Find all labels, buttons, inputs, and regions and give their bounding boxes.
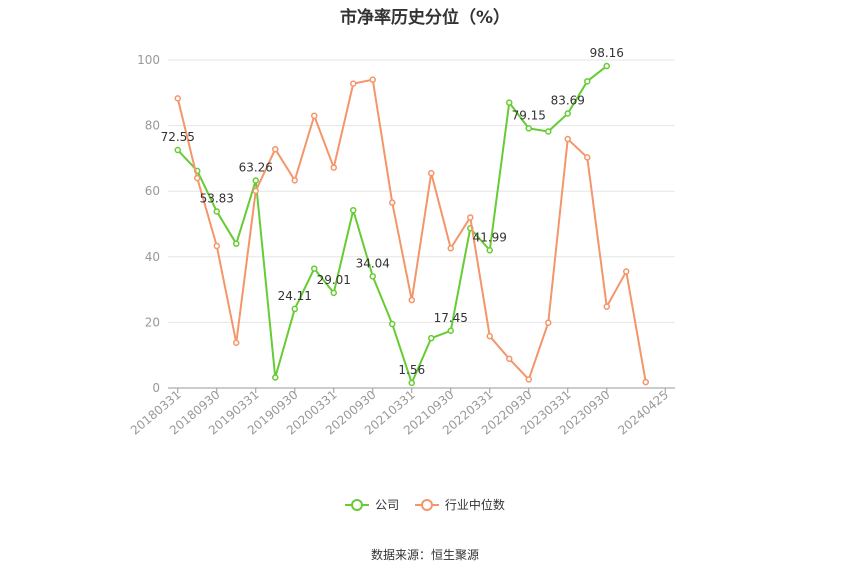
- data-label: 83.69: [551, 93, 585, 107]
- data-label: 63.26: [239, 161, 273, 175]
- data-label: 53.83: [200, 191, 234, 205]
- y-tick-label: 100: [137, 53, 160, 67]
- data-point-company: [564, 110, 571, 117]
- data-point-industry-median: [330, 164, 337, 171]
- data-label: 41.99: [473, 230, 507, 244]
- data-point-company: [408, 379, 415, 387]
- data-point-industry-median: [252, 187, 259, 195]
- data-point-company: [350, 206, 357, 214]
- x-tick-label: 20240425: [615, 388, 671, 438]
- data-point-company: [447, 327, 454, 335]
- y-tick-label: 60: [145, 184, 160, 198]
- data-point-company: [272, 374, 279, 381]
- data-point-company: [525, 125, 532, 132]
- data-point-company: [252, 177, 259, 184]
- y-tick-label: 40: [145, 250, 160, 264]
- data-label: 17.45: [434, 311, 468, 325]
- data-point-industry-median: [350, 80, 357, 87]
- data-point-company: [311, 265, 318, 272]
- data-point-industry-median: [291, 177, 298, 184]
- data-point-industry-median: [428, 169, 435, 177]
- data-label: 98.16: [590, 46, 624, 60]
- data-point-industry-median: [545, 319, 552, 326]
- data-point-company: [506, 99, 513, 106]
- data-point-industry-median: [564, 135, 571, 143]
- data-point-industry-median: [389, 199, 396, 206]
- data-label: 34.04: [356, 256, 390, 270]
- y-tick-label: 0: [152, 381, 160, 395]
- data-point-company: [174, 146, 181, 154]
- data-point-industry-median: [447, 245, 454, 252]
- data-label: 79.15: [512, 108, 546, 122]
- data-point-industry-median: [174, 95, 181, 102]
- data-point-industry-median: [603, 303, 610, 310]
- data-point-industry-median: [233, 339, 240, 346]
- data-point-company: [486, 247, 493, 254]
- data-point-industry-median: [369, 76, 376, 83]
- data-point-company: [603, 62, 610, 70]
- data-point-industry-median: [525, 376, 532, 383]
- data-label: 72.55: [161, 130, 195, 144]
- legend: 公司 行业中位数: [0, 496, 850, 515]
- grid-lines: 0 20 40 60 80 100: [137, 53, 675, 395]
- legend-symbol-company: [345, 498, 370, 512]
- data-point-company: [369, 273, 376, 280]
- data-point-company: [545, 128, 552, 135]
- data-point-industry-median: [213, 242, 220, 250]
- series-line-industry-median: [176, 78, 647, 383]
- data-label: 29.01: [317, 273, 351, 287]
- legend-item-company[interactable]: 公司: [345, 496, 399, 513]
- data-point-industry-median: [642, 378, 649, 386]
- y-tick-label: 80: [145, 119, 160, 133]
- data-point-company: [291, 305, 298, 313]
- data-point-company: [428, 334, 435, 342]
- chart-title: 市净率历史分位（%）: [339, 8, 511, 28]
- legend-item-industry-median[interactable]: 行业中位数: [414, 496, 505, 513]
- data-point-company: [233, 240, 240, 247]
- data-label: 1.56: [398, 363, 425, 377]
- data-label: 24.11: [278, 289, 312, 303]
- data-point-industry-median: [408, 296, 415, 304]
- data-source: 数据来源：恒生聚源: [370, 548, 479, 562]
- series-lines: [174, 62, 649, 387]
- data-point-industry-median: [584, 154, 591, 161]
- data-point-industry-median: [506, 355, 513, 363]
- data-point-company: [389, 320, 396, 328]
- data-point-company: [584, 78, 591, 85]
- y-tick-label: 20: [145, 315, 160, 329]
- data-point-industry-median: [467, 214, 474, 221]
- data-point-industry-median: [486, 332, 493, 340]
- data-point-industry-median: [194, 174, 201, 182]
- data-point-industry-median: [623, 268, 630, 275]
- legend-label-company: 公司: [375, 498, 400, 512]
- legend-symbol-industry-median: [414, 498, 439, 512]
- data-labels: 72.55 53.83 63.26 24.11 29.01 34.04 1.56 17.45 4…: [161, 46, 624, 377]
- data-point-industry-median: [311, 112, 318, 120]
- x-axis: 2018033120180930201903312019093020200331…: [128, 387, 675, 438]
- legend-label-industry-median: 行业中位数: [444, 498, 505, 512]
- data-point-industry-median: [272, 145, 279, 153]
- data-point-company: [213, 208, 220, 215]
- data-point-company: [330, 289, 337, 297]
